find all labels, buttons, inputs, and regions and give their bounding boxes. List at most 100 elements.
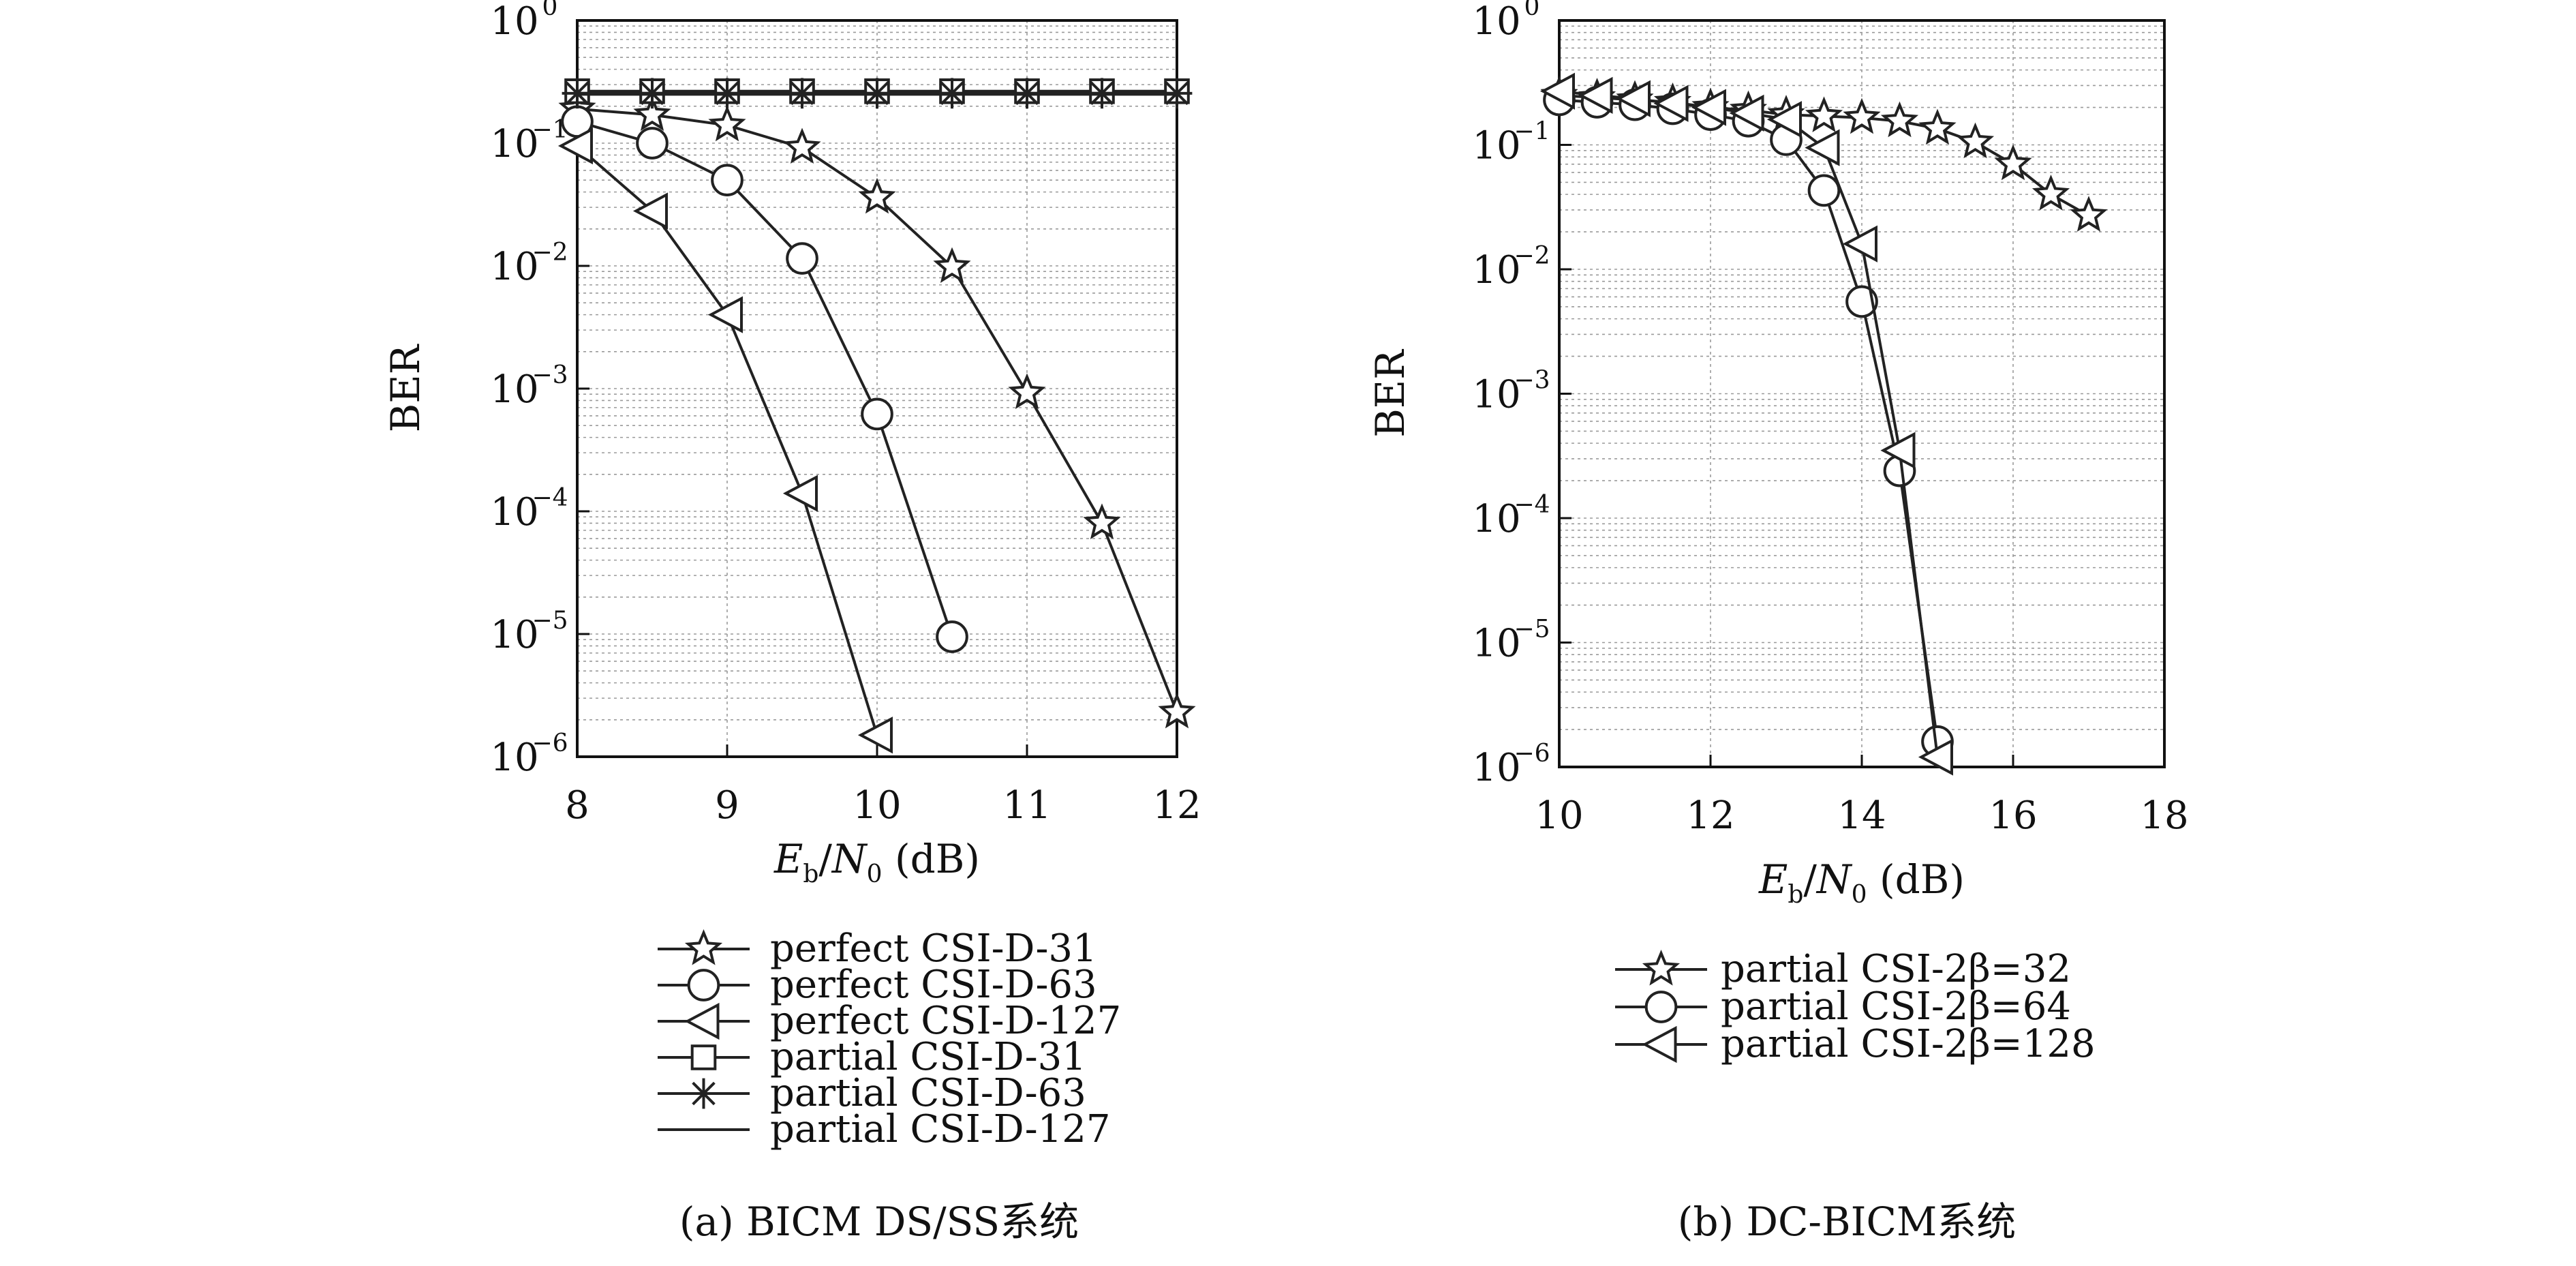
data-point	[711, 164, 743, 197]
legend-label: perfect CSI-D-127	[770, 999, 1121, 1043]
data-point	[1843, 97, 1881, 134]
y-tick-label: 10	[1472, 0, 1520, 44]
data-point	[708, 105, 746, 142]
data-point	[557, 127, 593, 165]
legend-label: partial CSI-2β=32	[1721, 947, 2071, 991]
data-point	[2070, 196, 2108, 232]
legend-label: partial CSI-2β=64	[1721, 984, 2071, 1029]
data-point	[936, 620, 968, 653]
y-axis-label: BER	[1367, 348, 1413, 438]
y-tick-label: 10	[490, 245, 538, 289]
legend-label: perfect CSI-D-63	[770, 963, 1097, 1007]
data-point	[1842, 225, 1877, 262]
data-point	[1158, 692, 1196, 729]
y-tick-label: 10	[490, 0, 538, 44]
data-point	[1578, 76, 1613, 115]
y-tick-exponent: −4	[532, 484, 568, 512]
series-3	[1539, 72, 1953, 776]
legend-marker	[690, 1044, 717, 1070]
data-point	[636, 127, 669, 160]
data-point	[782, 474, 818, 512]
panel-caption: (a) BICM DS/SS系统	[679, 1199, 1079, 1245]
y-tick-exponent: −2	[532, 239, 568, 267]
series-2	[1543, 83, 1954, 758]
y-tick-exponent: 0	[1524, 0, 1540, 21]
panel-caption: (b) DC-BICM系统	[1678, 1199, 2017, 1245]
x-tick-label: 10	[853, 783, 901, 828]
data-point	[1845, 285, 1878, 318]
y-tick-exponent: −2	[1514, 242, 1550, 270]
y-tick-exponent: −3	[532, 361, 568, 389]
data-point	[1880, 101, 1919, 138]
legend-marker	[1644, 991, 1678, 1023]
y-tick-label: 10	[490, 122, 538, 166]
data-point	[1008, 373, 1046, 410]
data-point	[786, 242, 818, 275]
y-tick-label: 10	[490, 613, 538, 657]
series-3	[557, 127, 893, 754]
grid	[577, 20, 1178, 757]
data-point	[1805, 129, 1840, 166]
x-tick-label: 14	[1837, 794, 1886, 838]
data-point	[1805, 96, 1843, 132]
y-tick-exponent: −5	[1514, 616, 1550, 644]
data-point	[1653, 85, 1689, 122]
legend-label: partial CSI-2β=128	[1721, 1022, 2096, 1066]
legend-label: partial CSI-D-127	[770, 1107, 1111, 1151]
data-point	[1766, 101, 1802, 138]
data-point	[632, 192, 668, 230]
data-point	[857, 717, 893, 754]
x-tick-label: 16	[1989, 794, 2037, 838]
data-point	[858, 177, 896, 214]
x-axis-label: Eb/N0 (dB)	[773, 836, 980, 888]
x-tick-label: 9	[715, 783, 739, 828]
data-point	[1880, 432, 1916, 469]
y-tick-exponent: −5	[532, 607, 568, 635]
legend-label: partial CSI-D-63	[770, 1071, 1086, 1115]
legend-marker	[688, 1078, 719, 1109]
y-tick-exponent: 0	[542, 0, 558, 21]
y-tick-label: 10	[1472, 497, 1520, 541]
data-point	[1615, 80, 1651, 117]
data-point	[1807, 174, 1841, 207]
series-line	[577, 120, 953, 637]
grid	[1559, 20, 2165, 768]
y-tick-exponent: −6	[532, 729, 568, 757]
legend-marker	[684, 929, 723, 965]
y-axis-label: BER	[382, 343, 429, 432]
legend-marker	[1642, 949, 1681, 986]
data-point	[783, 127, 821, 164]
x-tick-label: 12	[1686, 794, 1734, 838]
data-point	[1918, 108, 1957, 145]
y-tick-label: 10	[490, 490, 538, 534]
y-tick-exponent: −3	[1514, 367, 1550, 395]
legend-marker	[684, 1002, 720, 1040]
x-tick-label: 12	[1152, 783, 1201, 828]
legend-marker	[1642, 1025, 1677, 1064]
data-point	[2031, 175, 2070, 211]
x-tick-label: 10	[1535, 794, 1583, 838]
data-point	[1083, 503, 1121, 539]
y-tick-exponent: −6	[1514, 740, 1550, 768]
x-axis-label: Eb/N0 (dB)	[1758, 856, 1965, 909]
y-tick-label: 10	[490, 736, 538, 780]
legend-label: perfect CSI-D-31	[770, 926, 1097, 971]
data-point	[1956, 122, 1995, 159]
y-tick-exponent: −1	[1514, 118, 1550, 146]
x-tick-label: 11	[1002, 783, 1051, 828]
legend-label: partial CSI-D-31	[770, 1035, 1086, 1079]
y-tick-label: 10	[490, 367, 538, 412]
y-tick-label: 10	[1472, 373, 1520, 417]
data-point	[861, 397, 893, 431]
series-line	[1559, 89, 1939, 757]
y-tick-label: 10	[1472, 622, 1520, 666]
legend-marker	[687, 969, 720, 1001]
y-tick-label: 10	[1472, 248, 1520, 292]
y-tick-label: 10	[1472, 746, 1520, 790]
x-tick-label: 8	[565, 783, 589, 828]
data-point	[1539, 72, 1575, 110]
